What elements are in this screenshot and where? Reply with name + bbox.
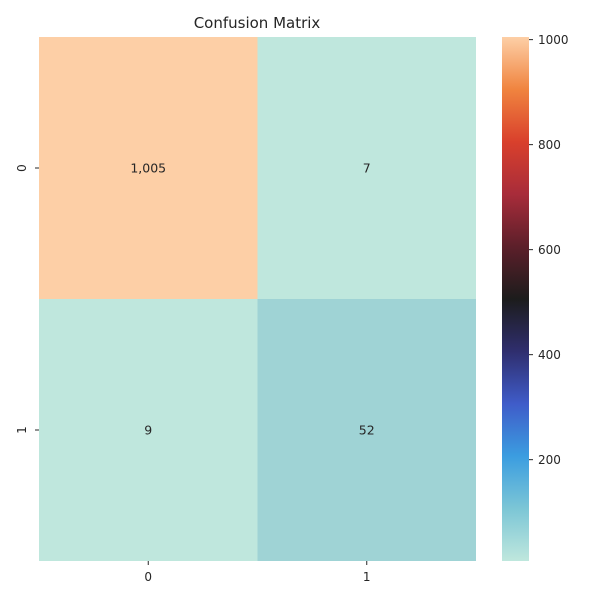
colorbar: 200 400 600 800 1000 [502,33,569,561]
cell-value-label-0-0: 1,005 [130,161,166,176]
cell-value-label-1-0: 9 [144,423,152,438]
chart-title: Confusion Matrix [194,14,321,32]
heatmap-cell-0-1 [257,37,476,299]
heatmap-cell-1-0 [39,299,258,561]
heatmap-cells: 1,005 7 9 52 [39,37,476,561]
colorbar-tick-label-3: 800 [538,138,561,152]
y-axis: 01 [15,164,39,434]
x-tick-label-1: 1 [363,570,371,584]
heatmap-cell-0-0 [39,37,258,299]
cell-value-label-1-1: 52 [359,423,375,438]
colorbar-tick-label-2: 600 [538,243,561,257]
cell-value-label-0-1: 7 [363,161,371,176]
x-tick-label-0: 0 [144,570,152,584]
colorbar-gradient [502,37,529,561]
colorbar-tick-label-0: 200 [538,453,561,467]
colorbar-tick-label-1: 400 [538,348,561,362]
colorbar-ticks: 200 400 600 800 1000 [529,33,569,467]
heatmap-cell-1-1 [257,299,476,561]
colorbar-tick-label-4: 1000 [538,33,569,47]
y-tick-label-0: 0 [15,164,29,172]
y-tick-label-1: 1 [15,426,29,434]
